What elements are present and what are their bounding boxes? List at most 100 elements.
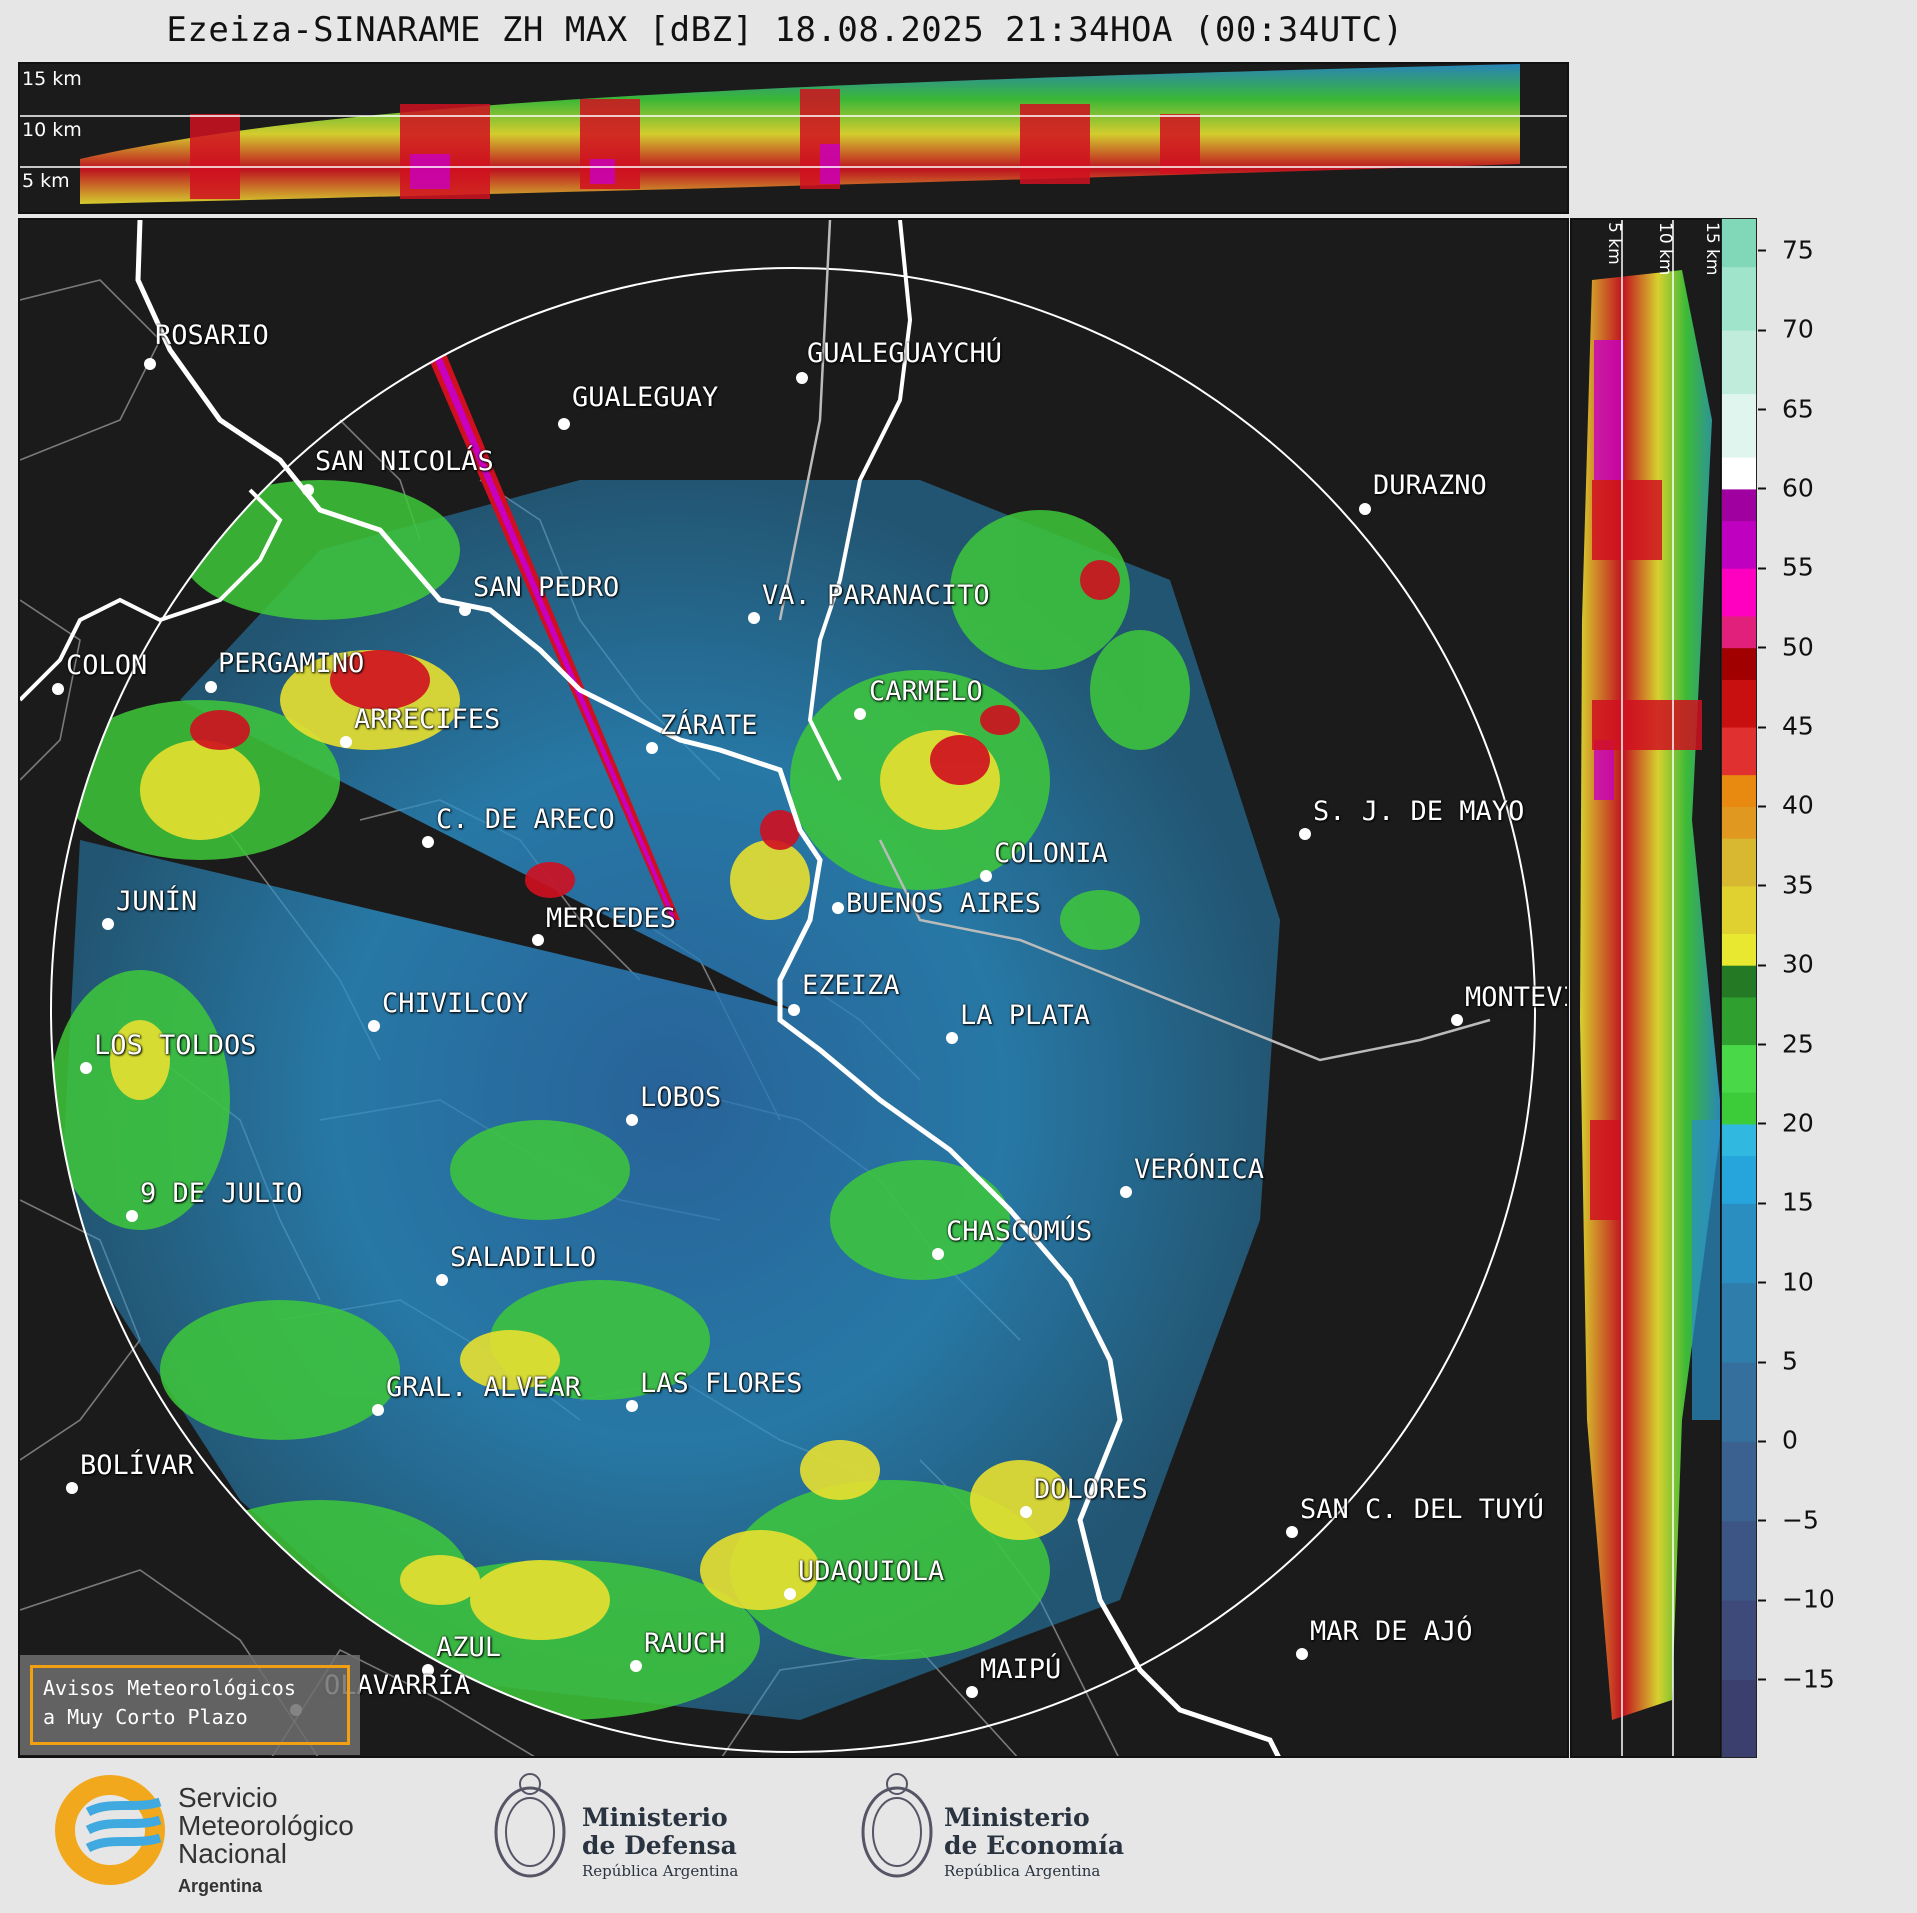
colorbar-band — [1722, 1600, 1756, 1681]
economia-line-3: República Argentina — [944, 1862, 1101, 1880]
colorbar-tick-text: 75 — [1782, 235, 1814, 265]
city-marker — [302, 484, 314, 496]
city-label-chascomus: CHASCOMÚS — [946, 1216, 1093, 1247]
colorbar-tick-label: 40 — [1758, 791, 1814, 820]
colorbar-tick-text: 30 — [1782, 949, 1814, 979]
colorbar-tick-label: −15 — [1758, 1664, 1835, 1693]
defensa-seal-icon — [494, 1773, 566, 1878]
defensa-line-1: Ministerio — [582, 1803, 728, 1832]
city-label-colonia: COLONIA — [994, 838, 1108, 869]
city-marker — [946, 1032, 958, 1044]
side-altitude-label-10km: 10 km — [1655, 222, 1675, 276]
colorbar-band — [1722, 457, 1756, 490]
colorbar-tick-text: 0 — [1782, 1425, 1798, 1455]
colorbar-tick-text: 50 — [1782, 632, 1814, 662]
city-label-arrecifes: ARRECIFES — [354, 704, 501, 735]
colorbar-band — [1722, 1441, 1756, 1522]
range-ring — [50, 267, 1536, 1753]
colorbar-tick-text: 15 — [1782, 1187, 1814, 1217]
colorbar-band — [1722, 330, 1756, 395]
city-label-durazno: DURAZNO — [1373, 470, 1487, 501]
defensa-line-3: República Argentina — [582, 1862, 739, 1880]
city-marker — [1299, 828, 1311, 840]
page-title: Ezeiza-SINARAME ZH MAX [dBZ] 18.08.2025 … — [166, 10, 1404, 50]
colorbar-band — [1722, 885, 1756, 934]
footer — [0, 1760, 1917, 1909]
city-label-bolivar: BOLÍVAR — [80, 1450, 194, 1481]
colorbar-tick-label: 10 — [1758, 1267, 1814, 1296]
avisos-link[interactable]: Avisos Meteorológicos a Muy Corto Plazo — [30, 1665, 350, 1745]
city-label-colon: COLON — [66, 650, 148, 681]
colorbar-band — [1722, 1679, 1756, 1757]
uruguay-river — [807, 220, 913, 781]
city-marker — [532, 934, 544, 946]
city-marker — [796, 372, 808, 384]
colorbar-tick-text: 10 — [1782, 1267, 1814, 1297]
radar-map — [20, 220, 1536, 1756]
colorbar-tick-label: 5 — [1758, 1347, 1798, 1376]
city-marker — [205, 681, 217, 693]
colorbar-tick-text: 60 — [1782, 473, 1814, 503]
colorbar-tick-text: 25 — [1782, 1029, 1814, 1059]
avisos-box[interactable]: Avisos Meteorológicos a Muy Corto Plazo — [20, 1655, 360, 1755]
smn-logo-text: Servicio Meteorológico Nacional Argentin… — [178, 1784, 354, 1900]
footer-logos — [55, 1773, 933, 1885]
colorbar-band — [1722, 219, 1756, 268]
city-marker — [626, 1400, 638, 1412]
top-cross-section-panel: 15 km 10 km 5 km — [18, 62, 1569, 214]
defensa-line-2: de Defensa — [582, 1831, 737, 1860]
colorbar-tick-label: 60 — [1758, 473, 1814, 502]
city-marker — [80, 1062, 92, 1074]
uruguay-border — [878, 839, 1491, 1062]
colorbar-band — [1722, 647, 1756, 680]
colorbar-band — [1722, 568, 1756, 617]
city-marker — [126, 1210, 138, 1222]
side-altitude-label-5km: 5 km — [1604, 222, 1624, 265]
city-label-san-pedro: SAN PEDRO — [473, 572, 620, 603]
city-label-los-toldos: LOS TOLDOS — [94, 1030, 257, 1061]
city-label-ezeiza: EZEIZA — [802, 970, 900, 1001]
colorbar-tick-label: 15 — [1758, 1188, 1814, 1217]
colorbar-tick-text: −15 — [1782, 1664, 1835, 1694]
radar-echoes — [51, 320, 1280, 1720]
colorbar-band — [1722, 996, 1756, 1046]
city-label-azul: AZUL — [436, 1632, 502, 1663]
side-altitude-label-15km: 15 km — [1702, 222, 1722, 276]
city-marker — [626, 1114, 638, 1126]
colorbar-tick-text: 65 — [1782, 394, 1814, 423]
colorbar-band — [1722, 727, 1756, 776]
city-marker — [52, 683, 64, 695]
avisos-line-1: Avisos Meteorológicos — [43, 1676, 296, 1700]
side-cross-section-panel: 5 km 10 km 15 km — [1570, 218, 1722, 1758]
top-cross-section-echoes — [20, 64, 1567, 204]
colorbar-tick-text: 20 — [1782, 1108, 1814, 1138]
city-marker — [1286, 1526, 1298, 1538]
city-marker — [980, 870, 992, 882]
city-marker — [630, 1660, 642, 1672]
smn-line-2: Meteorológico — [178, 1810, 354, 1841]
colorbar-band — [1722, 965, 1756, 998]
smn-line-4: Argentina — [178, 1876, 263, 1896]
city-label-dolores: DOLORES — [1034, 1474, 1148, 1505]
city-marker — [1451, 1014, 1463, 1026]
altitude-label-10km: 10 km — [22, 119, 82, 141]
city-label-san-c-del-tuyu: SAN C. DEL TUYÚ — [1300, 1494, 1544, 1525]
altitude-label-5km: 5 km — [22, 170, 70, 192]
city-marker — [459, 604, 471, 616]
city-label-chivilcoy: CHIVILCOY — [382, 988, 529, 1019]
colorbar-band — [1722, 1520, 1756, 1601]
city-marker — [422, 1664, 434, 1676]
city-label-mar-de-ajo: MAR DE AJÓ — [1310, 1616, 1473, 1647]
city-marker — [422, 836, 434, 848]
colorbar-tick-text: 35 — [1782, 870, 1814, 900]
city-marker — [646, 742, 658, 754]
colorbar-tick-text: 5 — [1782, 1346, 1798, 1376]
city-label-veronica: VERÓNICA — [1134, 1154, 1265, 1185]
city-label-va-paranacito: VA. PARANACITO — [762, 580, 990, 611]
colorbar-tick-label: 35 — [1758, 870, 1814, 899]
colorbar-ticks: 75 70 65 60 55 50 45 40 35 30 25 20 15 10 5 0 −5 −10 −15 — [1758, 218, 1917, 1758]
city-label-gualeguay: GUALEGUAY — [572, 382, 719, 413]
city-label-la-plata: LA PLATA — [960, 1000, 1091, 1031]
colorbar-band — [1722, 615, 1756, 649]
radar-map-panel: ROSARIO GUALEGUAYCHÚ GUALEGUAY SAN NICOL… — [18, 218, 1569, 1758]
